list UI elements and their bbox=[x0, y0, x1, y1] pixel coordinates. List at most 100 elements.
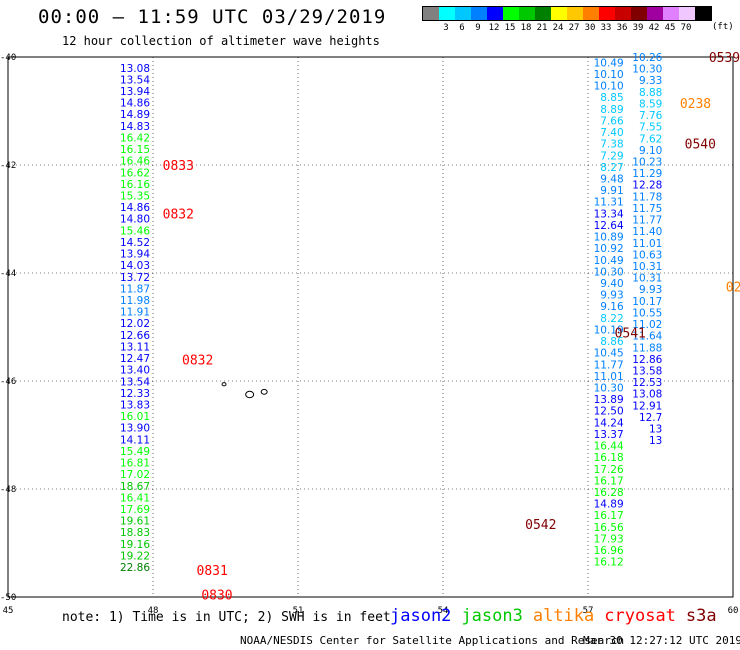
wave-height-value: 7.66 bbox=[600, 115, 624, 127]
legend-labels: 3 6 9 12 15 18 21 24 27 30 33 36 39 42 45 70 bbox=[422, 21, 712, 35]
wave-height-value: 8.88 bbox=[639, 87, 662, 99]
pass-time-label: 0541 bbox=[615, 326, 646, 341]
wave-height-value: 7.38 bbox=[600, 139, 623, 151]
longitude-tick-label: 54 bbox=[438, 606, 449, 616]
wave-height-value: 19.22 bbox=[120, 550, 150, 562]
longitude-tick-label: 51 bbox=[293, 606, 304, 616]
wave-height-value: 9.93 bbox=[600, 290, 623, 302]
wave-height-value: 16.17 bbox=[594, 475, 624, 487]
wave-height-value: 10.23 bbox=[632, 156, 662, 168]
wave-height-value: 10.10 bbox=[594, 81, 624, 93]
wave-height-value: 9.10 bbox=[639, 145, 662, 157]
wave-height-value: 13.11 bbox=[120, 341, 150, 353]
longitude-tick-label: 57 bbox=[583, 606, 594, 616]
wave-height-value: 13.08 bbox=[632, 389, 662, 401]
wave-height-value: 16.01 bbox=[120, 411, 150, 423]
longitude-tick-label: 60 bbox=[728, 606, 739, 616]
wave-height-value: 13.54 bbox=[120, 74, 150, 86]
wave-height-value: 15.35 bbox=[120, 191, 150, 203]
latitude-tick-label: -44 bbox=[0, 269, 16, 279]
wave-height-value: 18.67 bbox=[120, 481, 150, 493]
wave-height-value: 11.01 bbox=[632, 238, 662, 250]
latitude-tick-label: -48 bbox=[0, 485, 16, 495]
wave-height-value: 13.94 bbox=[120, 249, 150, 261]
wave-height-value: 7.76 bbox=[639, 110, 663, 122]
satellite-cryosat: cryosat bbox=[604, 606, 676, 626]
pass-time-label: 0542 bbox=[525, 518, 556, 533]
legend-label: 9 bbox=[475, 23, 481, 33]
wave-height-value: 16.56 bbox=[594, 522, 624, 534]
legend-label: 6 bbox=[459, 23, 465, 33]
wave-height-value: 7.62 bbox=[639, 133, 662, 145]
satellite-s3a: s3a bbox=[685, 606, 717, 626]
wave-height-value: 12.28 bbox=[632, 180, 662, 192]
wave-height-value: 16.81 bbox=[120, 458, 150, 470]
legend-label: 36 bbox=[616, 23, 628, 33]
legend-swatch bbox=[503, 7, 519, 20]
wave-height-value: 12.50 bbox=[594, 406, 624, 418]
wave-height-value: 11.29 bbox=[632, 168, 662, 180]
wave-height-value: 8.59 bbox=[639, 98, 662, 110]
satellite-jason2: jason2 bbox=[390, 606, 452, 626]
pass-time-label: 0832 bbox=[163, 208, 194, 223]
wave-height-value: 19.16 bbox=[120, 539, 150, 551]
wave-height-value: 17.93 bbox=[594, 533, 624, 545]
wave-height-value: 18.83 bbox=[120, 527, 150, 539]
legend-label: 45 bbox=[664, 23, 676, 33]
wave-height-value: 13.83 bbox=[120, 399, 150, 411]
wave-height-value: 8.89 bbox=[600, 104, 623, 116]
legend-swatch bbox=[439, 7, 455, 20]
legend-label: 70 bbox=[680, 23, 692, 33]
wave-height-value: 7.55 bbox=[639, 122, 662, 134]
legend-swatch bbox=[551, 7, 567, 20]
wave-height-value: 16.28 bbox=[594, 487, 624, 499]
wave-height-value: 10.17 bbox=[632, 296, 662, 308]
wave-height-value: 12.53 bbox=[632, 377, 662, 389]
wave-height-value: 11.77 bbox=[594, 359, 624, 371]
legend-swatch bbox=[615, 7, 631, 20]
wave-height-value: 8.86 bbox=[600, 336, 624, 348]
wave-height-value: 14.11 bbox=[120, 434, 150, 446]
wave-height-value: 12.33 bbox=[120, 388, 150, 400]
pass-time-label: 0540 bbox=[685, 137, 716, 152]
wave-height-value: 13.94 bbox=[120, 86, 150, 98]
wave-height-value: 10.49 bbox=[594, 255, 624, 267]
wave-height-value: 9.40 bbox=[600, 278, 623, 290]
legend-swatch bbox=[455, 7, 471, 20]
wave-height-value: 8.22 bbox=[600, 313, 623, 325]
wave-height-value: 16.42 bbox=[120, 132, 150, 144]
wave-height-value: 12.66 bbox=[120, 330, 150, 342]
wave-height-value: 12.47 bbox=[120, 353, 150, 365]
legend-swatches bbox=[422, 6, 712, 21]
credit-line: NOAA/NESDIS Center for Satellite Applica… bbox=[240, 634, 625, 647]
legend-label: 30 bbox=[584, 23, 596, 33]
legend-label: 3 bbox=[443, 23, 449, 33]
wave-height-value: 17.02 bbox=[120, 469, 150, 481]
wave-height-value: 14.86 bbox=[120, 98, 150, 110]
pass-time-label: 0539 bbox=[709, 51, 740, 66]
longitude-tick-label: 45 bbox=[3, 606, 14, 616]
wave-height-value: 14.52 bbox=[120, 237, 150, 249]
wave-height-value: 10.10 bbox=[594, 69, 624, 81]
wave-height-value: 13.72 bbox=[120, 272, 150, 284]
wave-height-value: 10.92 bbox=[594, 243, 624, 255]
latitude-tick-label: -50 bbox=[0, 593, 16, 603]
pass-time-label: 0832 bbox=[182, 353, 213, 368]
wave-height-value: 7.29 bbox=[600, 150, 623, 162]
latitude-tick-label: -46 bbox=[0, 377, 16, 387]
wave-height-value: 9.93 bbox=[639, 284, 662, 296]
wave-height-value: 10.55 bbox=[632, 307, 662, 319]
legend-swatch bbox=[423, 7, 439, 20]
island-outline bbox=[260, 388, 268, 395]
generated-timestamp: Mar 30 12:27:12 UTC 2019 bbox=[583, 634, 740, 647]
wave-height-value: 10.31 bbox=[632, 261, 662, 273]
wave-height-value: 9.33 bbox=[639, 75, 662, 87]
wave-height-value: 9.48 bbox=[600, 174, 623, 186]
wave-height-value: 11.02 bbox=[632, 319, 662, 331]
wave-height-value: 16.62 bbox=[120, 167, 150, 179]
wave-height-value: 16.41 bbox=[120, 492, 150, 504]
wave-height-value: 12.7 bbox=[639, 412, 662, 424]
wave-height-value: 9.91 bbox=[600, 185, 623, 197]
wave-height-value: 12.02 bbox=[120, 318, 150, 330]
page-subtitle: 12 hour collection of altimeter wave hei… bbox=[62, 34, 380, 48]
